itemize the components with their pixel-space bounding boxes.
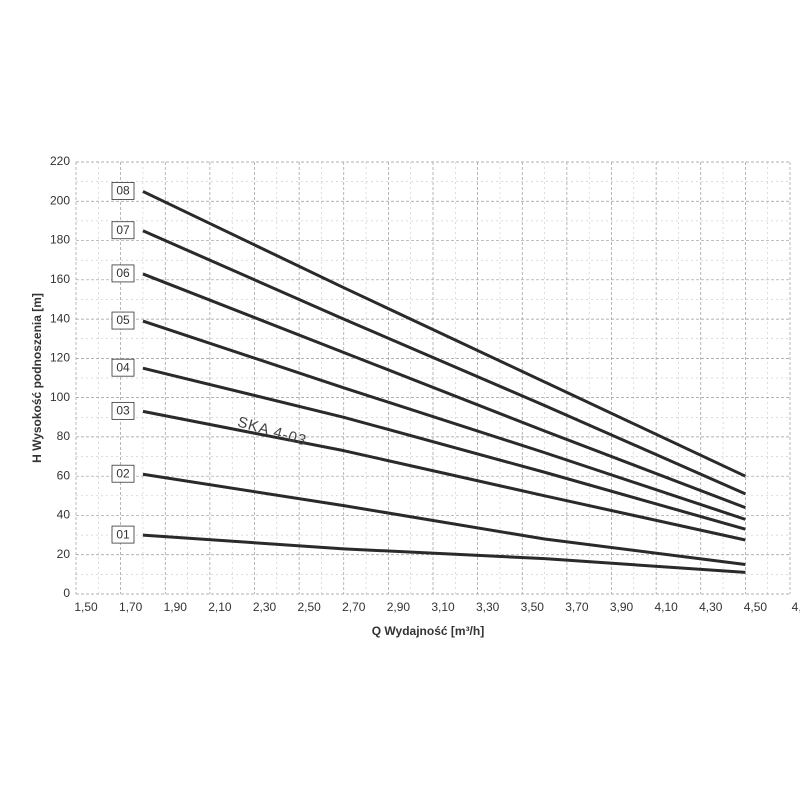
series-label: 05: [116, 313, 130, 327]
x-axis-label: Q Wydajność [m³/h]: [372, 624, 484, 638]
series-label: 06: [116, 266, 130, 280]
x-tick-label: 3,50: [521, 600, 545, 614]
series-label-box: [111, 464, 135, 483]
series-line: [142, 533, 746, 574]
series-label-box: [111, 401, 135, 420]
series-label-box: [111, 311, 135, 330]
x-tick-label: 2,10: [208, 600, 232, 614]
y-tick-label: 180: [50, 233, 70, 247]
x-tick-label: 4,10: [654, 600, 678, 614]
series-line: [142, 319, 746, 521]
x-tick-label: 2,30: [253, 600, 277, 614]
series-line: [142, 366, 746, 531]
series-line: [142, 409, 746, 542]
y-tick-label: 0: [63, 586, 70, 600]
x-tick-label: 3,90: [610, 600, 634, 614]
annotation: SKA 4-03: [235, 413, 308, 449]
x-tick-label: 3,30: [476, 600, 500, 614]
y-tick-label: 200: [50, 193, 70, 207]
series-label-box: [111, 221, 135, 240]
y-tick-label: 140: [50, 311, 70, 325]
y-tick-label: 60: [57, 468, 71, 482]
series-label: 03: [116, 404, 130, 418]
x-tick-label: 3,10: [431, 600, 455, 614]
x-tick-label: 2,50: [297, 600, 321, 614]
y-tick-label: 80: [57, 429, 71, 443]
x-tick-label: 1,70: [119, 600, 143, 614]
series-label-box: [111, 182, 135, 200]
series-label: 08: [116, 184, 130, 198]
series-line: [142, 472, 746, 567]
series-label: 02: [116, 466, 130, 480]
series-label: 07: [116, 223, 130, 237]
x-tick-label: 3,70: [565, 600, 589, 614]
y-axis-label: H Wysokość podnoszenia [m]: [30, 293, 44, 463]
y-tick-label: 20: [57, 547, 71, 561]
x-tick-label: 1,90: [164, 600, 188, 614]
x-tick-label: 2,70: [342, 600, 366, 614]
y-tick-label: 40: [57, 508, 71, 522]
x-tick-label: 4,7: [792, 600, 800, 614]
series-line: [142, 190, 747, 478]
series-label: 01: [116, 527, 130, 541]
x-tick-label: 4,50: [744, 600, 768, 614]
y-tick-label: 100: [50, 390, 70, 404]
series-label-box: [111, 358, 135, 377]
series-label-box: [111, 525, 135, 544]
series-label-box: [111, 264, 135, 283]
x-tick-label: 2,90: [387, 600, 411, 614]
x-tick-label: 1,50: [74, 600, 98, 614]
series-label: 04: [116, 360, 130, 374]
y-tick-label: 160: [50, 272, 70, 286]
series-line: [142, 272, 746, 510]
y-tick-label: 220: [50, 154, 70, 168]
series-line: [142, 229, 746, 496]
x-tick-label: 4,30: [699, 600, 723, 614]
y-tick-label: 120: [50, 351, 70, 365]
